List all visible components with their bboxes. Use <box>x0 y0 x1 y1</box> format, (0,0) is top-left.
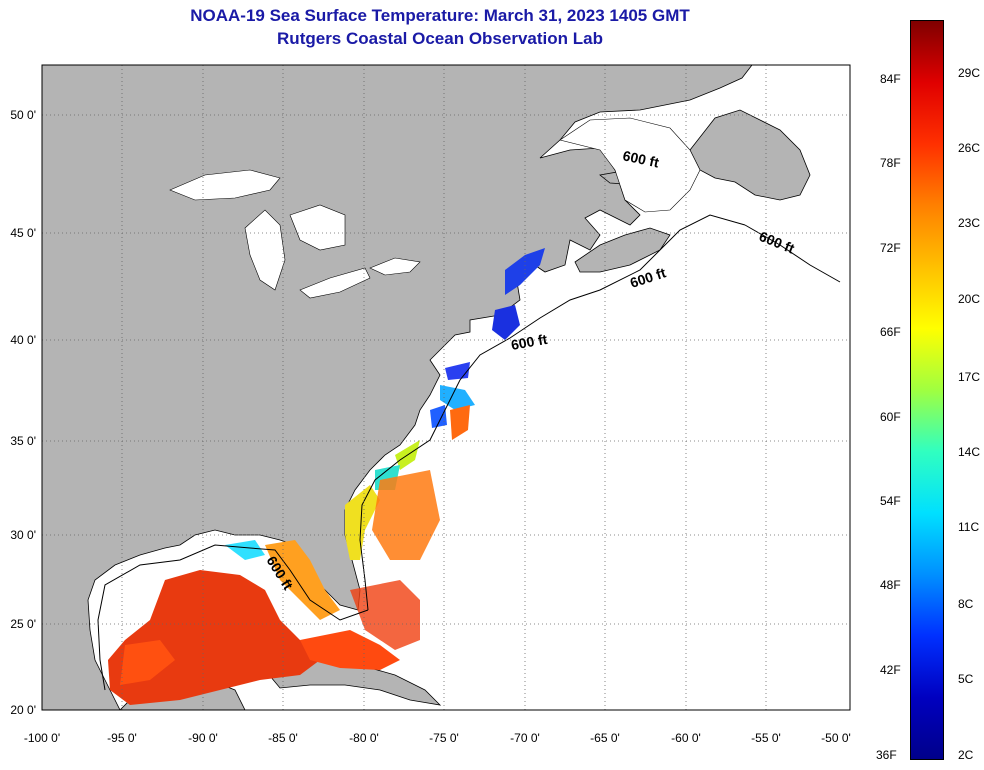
colorbar-f-label: 60F <box>880 410 901 424</box>
isobath-label-1: 600 ft <box>621 147 660 170</box>
colorbar-f-label: 84F <box>880 72 901 86</box>
lon-tick: -90 0' <box>188 731 218 745</box>
map-frame <box>41 64 851 711</box>
sst-data <box>108 248 545 705</box>
land-nova-scotia <box>574 227 671 273</box>
lon-tick: -65 0' <box>590 731 620 745</box>
colorbar-c-label: 8C <box>958 597 974 611</box>
colorbar-c-label: 29C <box>958 66 981 80</box>
lat-tick: 20 0' <box>10 703 36 717</box>
land-newfoundland <box>689 109 811 201</box>
colorbar-f-label: 72F <box>880 241 901 255</box>
gulf-st-lawrence <box>559 117 701 213</box>
colorbar-c-label: 17C <box>958 370 981 384</box>
lon-tick: -85 0' <box>268 731 298 745</box>
great-lakes <box>169 169 421 299</box>
colorbar-c-label: 5C <box>958 672 974 686</box>
colorbar-f-label: 78F <box>880 156 901 170</box>
colorbar-c-label: 23C <box>958 216 981 230</box>
lat-tick: 30 0' <box>10 528 36 542</box>
map-title: NOAA-19 Sea Surface Temperature: March 3… <box>190 6 690 25</box>
colorbar-f-label: 66F <box>880 325 901 339</box>
graticule <box>42 65 850 710</box>
lat-tick: 35 0' <box>10 434 36 448</box>
isobath-600ft <box>97 214 841 691</box>
colorbar-c-label: 11C <box>958 520 980 534</box>
lon-tick: -50 0' <box>821 731 851 745</box>
lat-tick: 40 0' <box>10 333 36 347</box>
colorbar-f-label: 42F <box>880 663 901 677</box>
lat-tick: 50 0' <box>10 108 36 122</box>
colorbar-f-label: 48F <box>880 578 901 592</box>
map-subtitle: Rutgers Coastal Ocean Observation Lab <box>277 29 603 48</box>
colorbar-f-label: 54F <box>880 494 901 508</box>
isobath-label-4: 600 ft <box>510 331 549 353</box>
lon-tick: -75 0' <box>429 731 459 745</box>
colorbar-c-label: 26C <box>958 141 981 155</box>
lon-tick: -55 0' <box>751 731 781 745</box>
lon-tick: -70 0' <box>510 731 540 745</box>
colorbar-c-label: 20C <box>958 292 981 306</box>
lat-tick: 45 0' <box>10 226 36 240</box>
lon-tick: -60 0' <box>671 731 701 745</box>
colorbar-c-label: 2C <box>958 748 974 762</box>
lat-tick: 25 0' <box>10 617 36 631</box>
lon-tick: -100 0' <box>24 731 60 745</box>
lon-tick: -95 0' <box>107 731 137 745</box>
lon-tick: -80 0' <box>349 731 379 745</box>
temperature-colorbar <box>910 20 944 760</box>
colorbar-f-label: 36F <box>876 748 897 762</box>
colorbar-c-label: 14C <box>958 445 981 459</box>
